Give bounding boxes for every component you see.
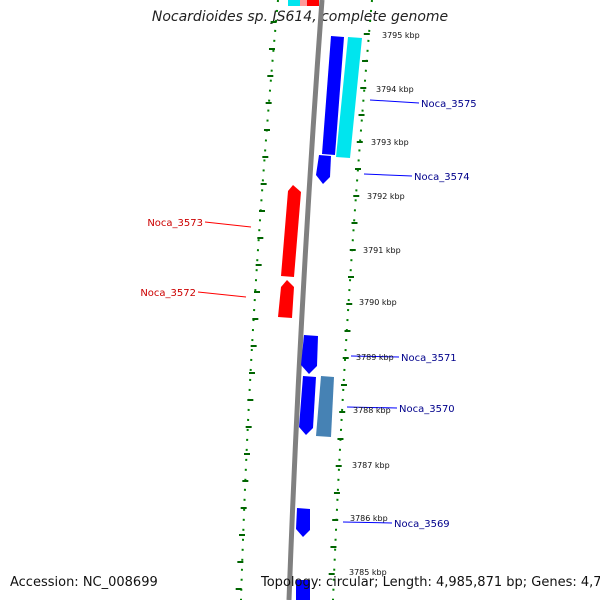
leader-noca-3573 — [204, 221, 252, 228]
tick-label: 3794 kbp — [376, 85, 414, 94]
gene-fragment-bottom — [296, 580, 310, 600]
tick-label: 3788 kbp — [353, 406, 391, 415]
accession-label: Accession: NC_008699 — [10, 575, 158, 590]
backbone — [286, 0, 325, 600]
leader-noca-3575 — [369, 99, 420, 104]
tick-label: 3787 kbp — [352, 461, 390, 470]
gene-label-noca-3569[interactable]: Noca_3569 — [394, 519, 450, 530]
gene-noca-3571[interactable] — [301, 335, 318, 374]
gc-track-outer — [332, 0, 373, 600]
gene-fragment-red — [307, 0, 319, 6]
tick-label: 3785 kbp — [349, 568, 387, 577]
gene-noca-3573[interactable] — [281, 185, 301, 277]
leader-noca-3571 — [350, 355, 400, 358]
gene-noca-3575-rna[interactable] — [336, 37, 362, 158]
gene-label-noca-3571[interactable]: Noca_3571 — [401, 353, 457, 364]
tick-label: 3795 kbp — [382, 31, 420, 40]
tick-label: 3790 kbp — [359, 298, 397, 307]
gene-noca-3570-rna[interactable] — [316, 376, 334, 437]
gene-label-noca-3575[interactable]: Noca_3575 — [421, 99, 477, 110]
gene-label-noca-3570[interactable]: Noca_3570 — [399, 404, 455, 415]
gene-fragment-pink — [300, 0, 308, 6]
tick-label: 3792 kbp — [367, 192, 405, 201]
leader-noca-3569 — [342, 521, 393, 524]
gene-label-noca-3572[interactable]: Noca_3572 — [140, 288, 196, 299]
tick-label: 3793 kbp — [371, 138, 409, 147]
gene-noca-3574[interactable] — [316, 155, 331, 184]
gene-noca-3572[interactable] — [278, 280, 294, 318]
leader-noca-3570 — [346, 406, 398, 409]
gene-label-noca-3574[interactable]: Noca_3574 — [414, 172, 470, 183]
leader-noca-3574 — [363, 173, 413, 177]
gene-fragment-cyan — [288, 0, 301, 6]
gene-noca-3569[interactable] — [296, 508, 310, 537]
gene-noca-3575[interactable] — [322, 36, 344, 155]
gene-label-noca-3573[interactable]: Noca_3573 — [147, 218, 203, 229]
leader-noca-3572 — [197, 291, 247, 298]
gc-track-inner — [240, 0, 279, 600]
gene-noca-3570[interactable] — [299, 376, 316, 435]
map-title: Nocardioides sp. JS614, complete genome — [151, 9, 449, 25]
tick-label: 3791 kbp — [363, 246, 401, 255]
topology-summary: Topology: circular; Length: 4,985,871 bp… — [261, 575, 600, 590]
tick-label: 3786 kbp — [350, 514, 388, 523]
tick-label: 3789 kbp — [356, 353, 394, 362]
